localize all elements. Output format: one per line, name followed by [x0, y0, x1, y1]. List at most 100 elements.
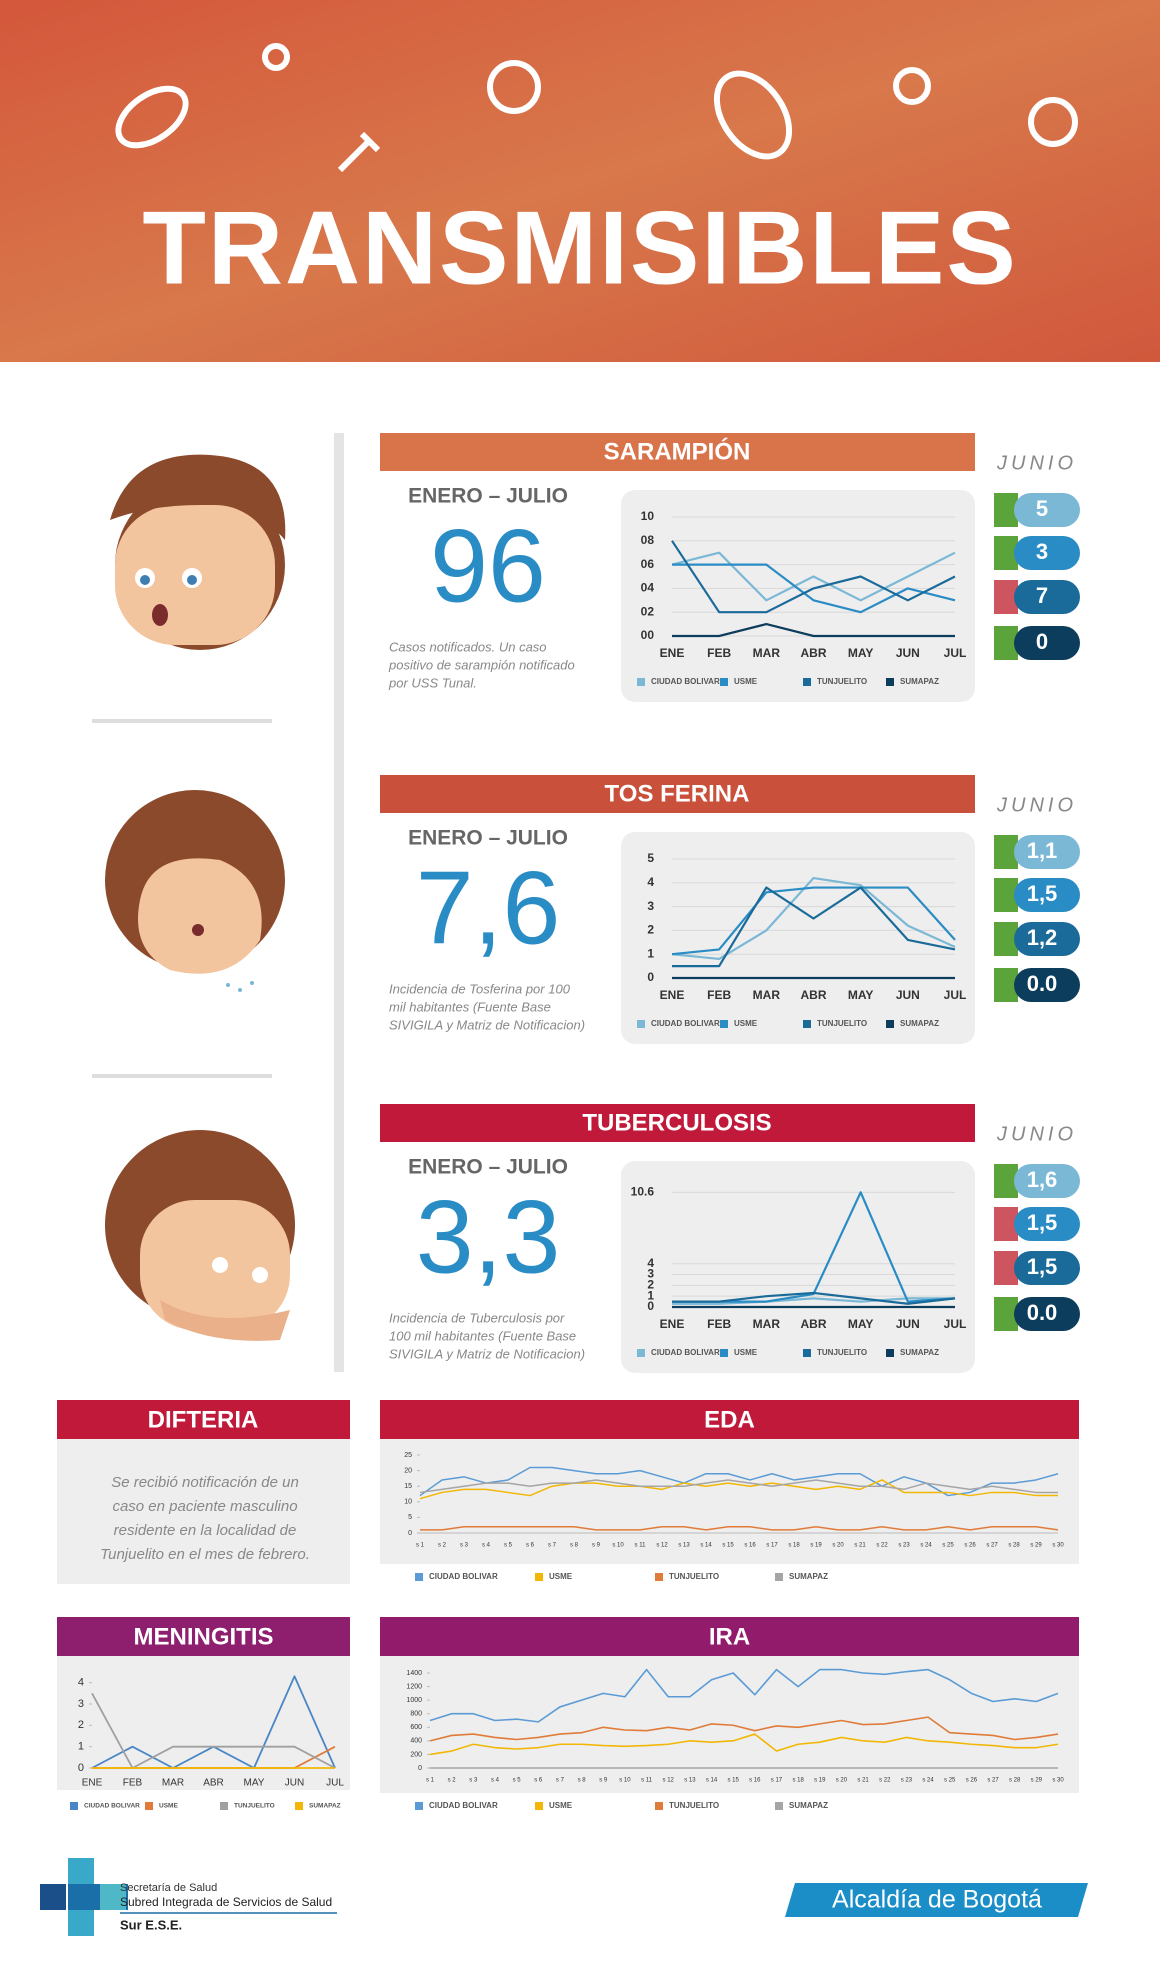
x-tick-label: s 23 — [898, 1543, 910, 1549]
note: Incidencia de Tosferina por 100 — [389, 981, 571, 996]
x-tick-label: s 29 — [1031, 1778, 1043, 1784]
x-tick-label: s 6 — [534, 1778, 543, 1784]
series-line — [419, 1479, 1058, 1494]
legend-swatch — [637, 1349, 645, 1357]
x-tick-label: s 9 — [592, 1543, 601, 1549]
legend-swatch — [415, 1573, 423, 1581]
x-tick-label: ENE — [82, 1778, 103, 1789]
x-tick-label: s 13 — [678, 1543, 690, 1549]
series-line — [672, 1297, 955, 1305]
x-tick-label: s 21 — [857, 1778, 869, 1784]
series-line — [429, 1733, 1059, 1756]
panel-header — [380, 1617, 1079, 1656]
legend-swatch — [720, 1349, 728, 1357]
city-name: Alcaldía de Bogotá — [832, 1886, 1042, 1914]
x-tick-label: s 30 — [1052, 1543, 1064, 1549]
series-line — [671, 876, 956, 961]
y-tick-label: 4 — [78, 1677, 84, 1689]
badge — [1014, 1297, 1080, 1331]
legend-swatch — [535, 1573, 543, 1581]
x-tick-label: s 28 — [1009, 1778, 1021, 1784]
x-tick-label: s 8 — [578, 1778, 587, 1784]
x-tick-label: s 16 — [749, 1778, 761, 1784]
x-tick-label: FEB — [707, 646, 731, 660]
x-tick-label: JUN — [896, 646, 920, 660]
x-tick-label: ABR — [801, 1317, 827, 1331]
y-tick-label: 3 — [647, 899, 654, 913]
legend-label: SUMAPAZ — [900, 677, 939, 686]
legend-swatch — [803, 1020, 811, 1028]
y-tick-label: 0 — [647, 970, 654, 984]
y-tick-label: 25 — [404, 1452, 412, 1459]
y-tick-label: 1 — [647, 946, 654, 960]
legend-label: TUNJUELITO — [669, 1572, 719, 1581]
badge-value: 1,6 — [1027, 1167, 1058, 1192]
x-tick-label: s 8 — [570, 1543, 579, 1549]
x-tick-label: s 18 — [792, 1778, 804, 1784]
legend-swatch — [720, 1020, 728, 1028]
chart-title: IRA — [709, 1623, 750, 1650]
x-tick-label: s 12 — [663, 1778, 675, 1784]
legend-swatch — [803, 1349, 811, 1357]
y-tick-label: 06 — [641, 557, 655, 571]
legend-label: USME — [159, 1803, 178, 1810]
x-tick-label: s 11 — [635, 1543, 647, 1549]
series-line — [672, 623, 955, 638]
period: ENERO – JULIO — [408, 1156, 568, 1179]
x-tick-label: s 29 — [1030, 1543, 1042, 1549]
legend-swatch — [295, 1802, 303, 1810]
series-line — [672, 563, 956, 614]
x-tick-label: s 12 — [656, 1543, 668, 1549]
big-number: 3,3 — [416, 1179, 561, 1295]
difteria-text: caso en paciente masculino — [112, 1498, 297, 1515]
x-tick-label: JUN — [285, 1778, 304, 1789]
chart-title: EDA — [704, 1406, 755, 1433]
series-line — [672, 886, 956, 968]
legend-swatch — [145, 1802, 153, 1810]
month-label: JUNIO — [996, 452, 1077, 474]
series-line — [672, 1291, 956, 1305]
badge — [1014, 1207, 1080, 1241]
x-tick-label: s 1 — [426, 1778, 435, 1784]
x-tick-label: s 25 — [942, 1543, 954, 1549]
x-tick-label: s 2 — [448, 1778, 457, 1784]
x-tick-label: s 25 — [944, 1778, 956, 1784]
legend-label: TUNJUELITO — [817, 677, 867, 686]
header-band — [0, 0, 1160, 362]
x-tick-label: s 10 — [619, 1778, 631, 1784]
series-line — [429, 1668, 1059, 1723]
badge — [1014, 1251, 1080, 1285]
x-tick-label: s 26 — [966, 1778, 978, 1784]
y-tick-label: 04 — [641, 581, 655, 595]
face-icon — [105, 790, 285, 992]
big-number: 96 — [430, 508, 546, 624]
badge — [1014, 493, 1080, 527]
badge-value: 0.0 — [1027, 971, 1058, 996]
legend-swatch — [803, 678, 811, 686]
y-tick-label: 10.6 — [631, 1184, 655, 1198]
logo — [40, 1858, 128, 1936]
legend-swatch — [775, 1802, 783, 1810]
series-line — [419, 1479, 1058, 1500]
panel-header — [380, 433, 975, 471]
y-tick-label: 1 — [647, 1288, 654, 1302]
panel-header — [380, 1104, 975, 1142]
note: 100 mil habitantes (Fuente Base — [389, 1328, 576, 1343]
note: mil habitantes (Fuente Base — [389, 999, 551, 1014]
y-tick-label: 4 — [647, 1256, 654, 1270]
face-icon — [105, 1130, 295, 1341]
x-tick-label: s 22 — [876, 1543, 888, 1549]
y-tick-label: 20 — [404, 1467, 412, 1474]
x-tick-label: FEB — [707, 1317, 731, 1331]
y-tick-label: 1 — [78, 1741, 84, 1753]
x-tick-label: s 24 — [920, 1543, 932, 1549]
x-tick-label: s 14 — [700, 1543, 712, 1549]
x-tick-label: s 2 — [438, 1543, 447, 1549]
x-tick-label: s 17 — [771, 1778, 783, 1784]
x-tick-label: s 13 — [684, 1778, 696, 1784]
y-tick-label: 2 — [647, 1278, 654, 1292]
org-line: Subred Integrada de Servicios de Salud — [120, 1895, 332, 1909]
series-line — [429, 1716, 1059, 1742]
x-tick-label: FEB — [707, 988, 731, 1002]
